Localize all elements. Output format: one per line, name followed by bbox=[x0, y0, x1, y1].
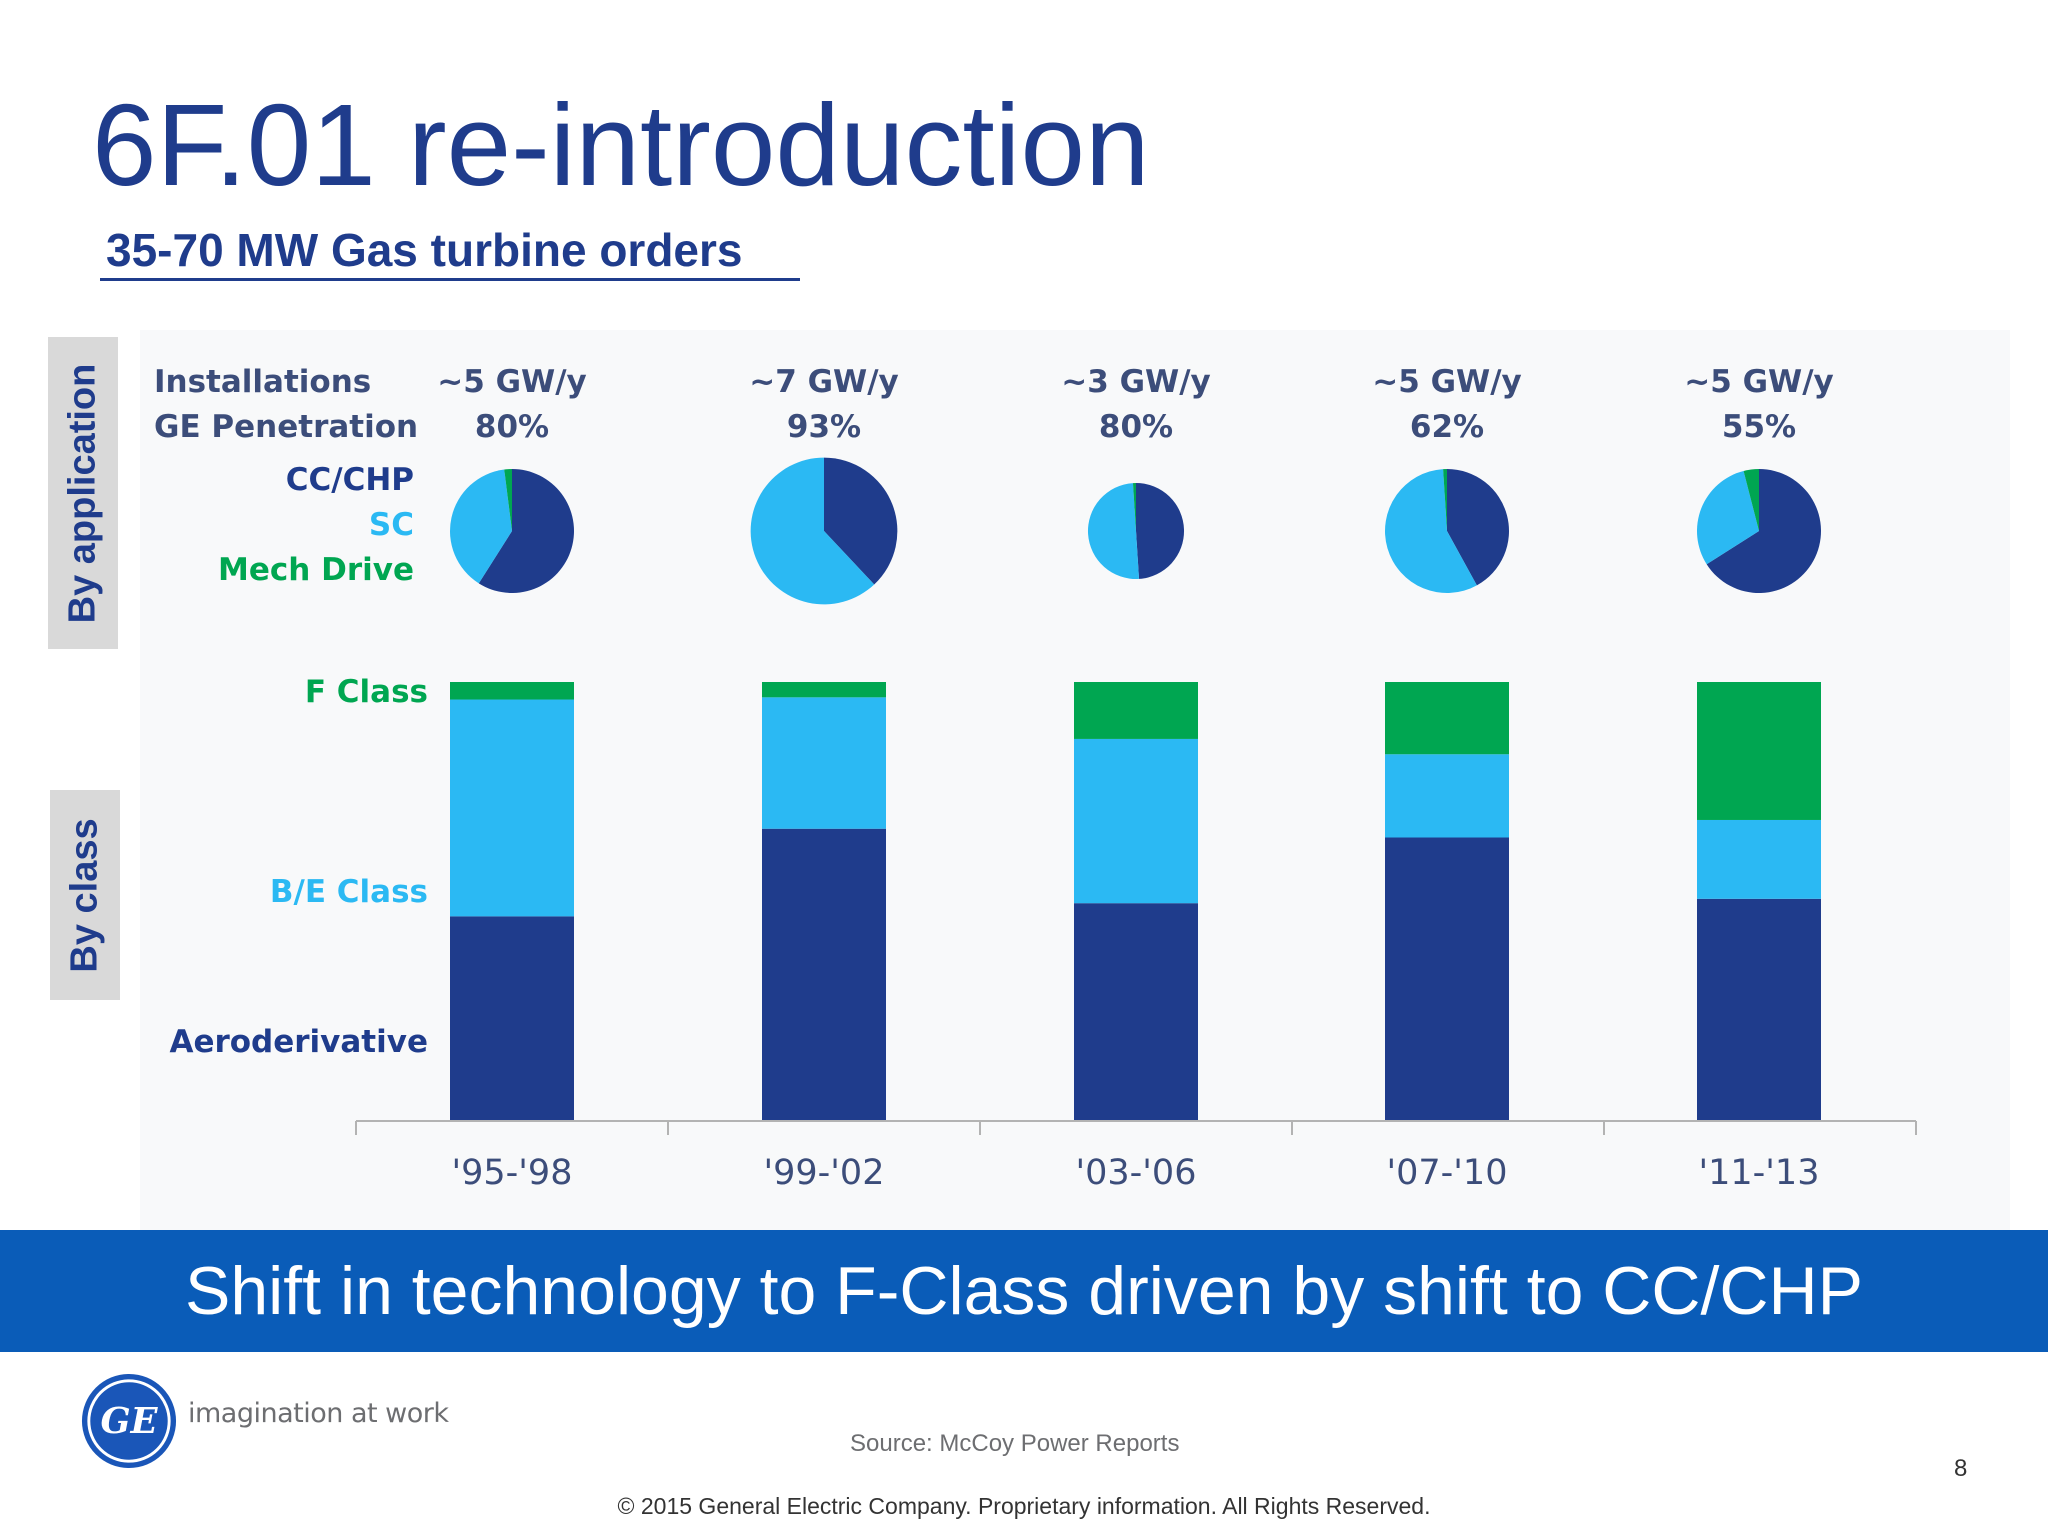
row-label-ge-penetration: GE Penetration bbox=[154, 409, 418, 445]
side-label-application: By application bbox=[48, 337, 118, 649]
pie-1-slice-cc-chp bbox=[478, 469, 574, 593]
bar-95-98-b-e-class bbox=[450, 699, 574, 917]
series-label-f-class: F Class bbox=[305, 674, 428, 710]
x-tick-label-2: '99-'02 bbox=[764, 1153, 885, 1193]
chart-subtitle: 35-70 MW Gas turbine orders bbox=[100, 222, 800, 281]
pie-installations-2: ~7 GW/y bbox=[749, 364, 899, 400]
pie-5-slice-cc-chp bbox=[1706, 469, 1821, 593]
source-note: Source: McCoy Power Reports bbox=[850, 1430, 1180, 1457]
row-label-installations: Installations bbox=[154, 364, 371, 400]
bar-07-10-f-class bbox=[1385, 682, 1509, 755]
pie-2-slice-sc bbox=[750, 457, 875, 605]
pie-legend-cc-chp: CC/CHP bbox=[286, 462, 414, 498]
gas-turbine-orders-chart: Installations GE Penetration CC/CHP SC Mech … bbox=[154, 364, 1917, 1193]
bar-99-02-f-class bbox=[762, 682, 886, 698]
pie-penetration-1: 80% bbox=[475, 409, 549, 445]
x-tick-label-5: '11-'13 bbox=[1699, 1153, 1820, 1193]
pie-4-slice-sc bbox=[1385, 469, 1477, 593]
pie-legend-sc: SC bbox=[369, 507, 414, 543]
pie-1-slice-sc bbox=[449, 469, 512, 584]
bar-07-10-aeroderivative bbox=[1385, 837, 1509, 1120]
page-title: 6F.01 re-introduction bbox=[92, 80, 1150, 210]
svg-text:GE: GE bbox=[101, 1401, 159, 1442]
bar-99-02-b-e-class bbox=[762, 697, 886, 829]
bar-11-13-f-class bbox=[1697, 682, 1821, 820]
pie-installations-4: ~5 GW/y bbox=[1372, 364, 1522, 400]
series-label-aeroderivative: Aeroderivative bbox=[169, 1024, 428, 1060]
bar-03-06-aeroderivative bbox=[1074, 903, 1198, 1120]
pie-installations-5: ~5 GW/y bbox=[1684, 364, 1834, 400]
pie-installations-3: ~3 GW/y bbox=[1061, 364, 1211, 400]
series-label-b-e-class: B/E Class bbox=[270, 874, 428, 910]
bar-07-10-b-e-class bbox=[1385, 754, 1509, 838]
pie-4-slice-mech-drive bbox=[1443, 469, 1447, 531]
bar-03-06-f-class bbox=[1074, 682, 1198, 739]
pie-3-slice-mech-drive bbox=[1132, 482, 1136, 531]
bar-11-13-b-e-class bbox=[1697, 819, 1821, 899]
pie-3-slice-cc-chp bbox=[1136, 482, 1185, 579]
pie-2-slice-cc-chp bbox=[824, 457, 898, 585]
bar-03-06-b-e-class bbox=[1074, 738, 1198, 904]
x-tick-label-3: '03-'06 bbox=[1076, 1153, 1197, 1193]
pie-installations-1: ~5 GW/y bbox=[437, 364, 587, 400]
pie-1-slice-mech-drive bbox=[504, 469, 512, 531]
page-number: 8 bbox=[1954, 1455, 1968, 1482]
pie-4-slice-cc-chp bbox=[1447, 469, 1509, 586]
pie-penetration-5: 55% bbox=[1722, 409, 1796, 445]
pie-legend-mech-drive: Mech Drive bbox=[218, 552, 414, 588]
bar-95-98-aeroderivative bbox=[450, 916, 574, 1120]
pie-penetration-2: 93% bbox=[787, 409, 861, 445]
x-tick-label-4: '07-'10 bbox=[1387, 1153, 1508, 1193]
bar-95-98-f-class bbox=[450, 682, 574, 700]
pie-penetration-3: 80% bbox=[1099, 409, 1173, 445]
bar-99-02-aeroderivative bbox=[762, 828, 886, 1120]
pie-penetration-4: 62% bbox=[1410, 409, 1484, 445]
x-tick-label-1: '95-'98 bbox=[452, 1153, 573, 1193]
conclusion-text: Shift in technology to F-Class driven by… bbox=[185, 1253, 1863, 1329]
bar-11-13-aeroderivative bbox=[1697, 898, 1821, 1120]
pie-5-slice-sc bbox=[1696, 470, 1759, 565]
side-label-class: By class bbox=[50, 790, 120, 1000]
copyright-notice: © 2015 General Electric Company. Proprie… bbox=[617, 1493, 1431, 1519]
conclusion-banner: Shift in technology to F-Class driven by… bbox=[0, 1230, 2048, 1352]
tagline: imagination at work bbox=[188, 1398, 449, 1429]
pie-3-slice-sc bbox=[1087, 483, 1140, 580]
ge-logo: GE bbox=[81, 1373, 177, 1469]
pie-5-slice-mech-drive bbox=[1743, 469, 1759, 531]
